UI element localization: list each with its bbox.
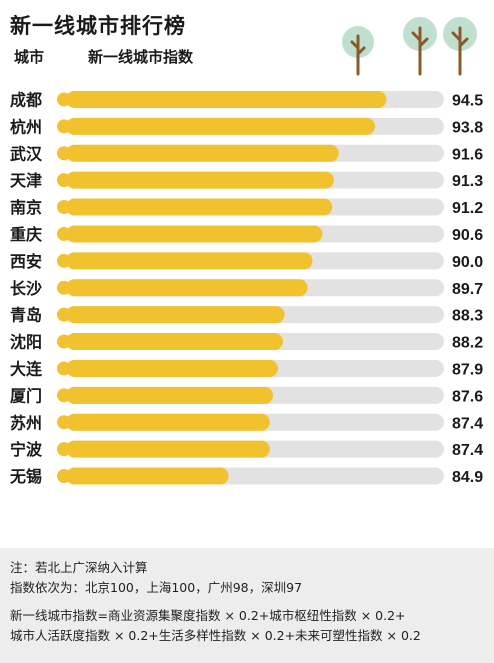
tree-icon xyxy=(342,26,374,76)
bar xyxy=(66,333,283,351)
category-label: 苏州 xyxy=(10,413,42,432)
value-label: 94.5 xyxy=(452,92,483,109)
category-label: 长沙 xyxy=(10,279,42,298)
category-label: 成都 xyxy=(10,90,42,109)
value-label: 91.2 xyxy=(452,200,483,217)
category-label: 武汉 xyxy=(10,144,43,163)
bar xyxy=(66,413,270,431)
bar-row: 苏州 87.4 xyxy=(10,413,483,432)
bar-row: 杭州 93.8 xyxy=(10,117,483,136)
bar-row: 厦门 87.6 xyxy=(10,386,483,405)
category-label: 青岛 xyxy=(10,306,42,325)
value-label: 88.3 xyxy=(452,308,483,325)
bar-row: 南京 91.2 xyxy=(10,198,483,217)
bar xyxy=(66,198,333,216)
bar xyxy=(66,90,387,108)
bar xyxy=(66,279,308,297)
bar xyxy=(66,440,270,458)
category-label: 杭州 xyxy=(10,117,42,136)
bar xyxy=(66,252,313,270)
header: 新一线城市排行榜 城市 新一线城市指数 xyxy=(0,0,494,84)
category-label: 西安 xyxy=(10,252,42,271)
value-label: 88.2 xyxy=(452,335,483,352)
note-line-3: 新一线城市指数=商业资源集聚度指数 × 0.2+城市枢纽性指数 × 0.2+ xyxy=(10,608,406,623)
bar xyxy=(66,117,375,135)
category-label: 厦门 xyxy=(10,386,42,405)
category-label: 无锡 xyxy=(9,467,42,486)
column-header-index: 新一线城市指数 xyxy=(88,48,194,66)
column-header-city: 城市 xyxy=(14,48,45,66)
category-label: 南京 xyxy=(10,198,42,217)
bar xyxy=(66,171,334,189)
bar xyxy=(66,225,323,243)
bar xyxy=(66,359,279,377)
value-label: 89.7 xyxy=(452,281,483,298)
value-label: 87.4 xyxy=(452,442,483,459)
category-label: 宁波 xyxy=(10,440,43,459)
bar xyxy=(66,467,229,485)
bar-row: 重庆 90.6 xyxy=(10,225,483,244)
bar xyxy=(66,144,339,162)
value-label: 90.6 xyxy=(452,227,483,244)
tree-icon xyxy=(403,17,437,76)
bar-row: 成都 94.5 xyxy=(10,90,483,109)
bar-row: 青岛 88.3 xyxy=(10,306,483,325)
value-label: 84.9 xyxy=(452,469,483,486)
trees-decoration xyxy=(342,17,477,76)
bar-row: 无锡 84.9 xyxy=(9,467,483,486)
page-title: 新一线城市排行榜 xyxy=(10,14,186,38)
value-label: 87.6 xyxy=(452,388,483,405)
value-label: 93.8 xyxy=(452,119,483,136)
value-label: 87.9 xyxy=(452,361,483,378)
bar-chart: 成都 94.5 杭州 93.8 武汉 91.6 天津 91.3 南京 91.2 重庆 90.6 西安 90… xyxy=(9,90,483,486)
value-label: 91.6 xyxy=(452,146,483,163)
category-label: 大连 xyxy=(10,359,43,378)
category-label: 沈阳 xyxy=(10,333,42,352)
bar-row: 西安 90.0 xyxy=(10,252,483,271)
category-label: 天津 xyxy=(10,171,42,190)
note-line-2: 指数依次为：北京100，上海100，广州98，深圳97 xyxy=(10,580,303,595)
category-label: 重庆 xyxy=(10,225,42,244)
note-line-4: 城市人活跃度指数 × 0.2+生活多样性指数 × 0.2+未来可塑性指数 × 0… xyxy=(10,628,421,643)
bar-row: 长沙 89.7 xyxy=(10,279,483,298)
value-label: 87.4 xyxy=(452,415,483,432)
value-label: 91.3 xyxy=(452,173,483,190)
bar-row: 武汉 91.6 xyxy=(10,144,483,163)
bar xyxy=(66,386,274,404)
bar-row: 天津 91.3 xyxy=(10,171,483,190)
tree-icon xyxy=(443,17,477,76)
bar-row: 大连 87.9 xyxy=(10,359,483,378)
value-label: 90.0 xyxy=(452,254,483,271)
footnote: 注：若北上广深纳入计算 指数依次为：北京100，上海100，广州98，深圳97 … xyxy=(0,548,494,663)
bar-row: 沈阳 88.2 xyxy=(10,333,483,352)
bar xyxy=(66,306,285,324)
bar-row: 宁波 87.4 xyxy=(10,440,483,459)
note-line-1: 注：若北上广深纳入计算 xyxy=(10,560,148,575)
